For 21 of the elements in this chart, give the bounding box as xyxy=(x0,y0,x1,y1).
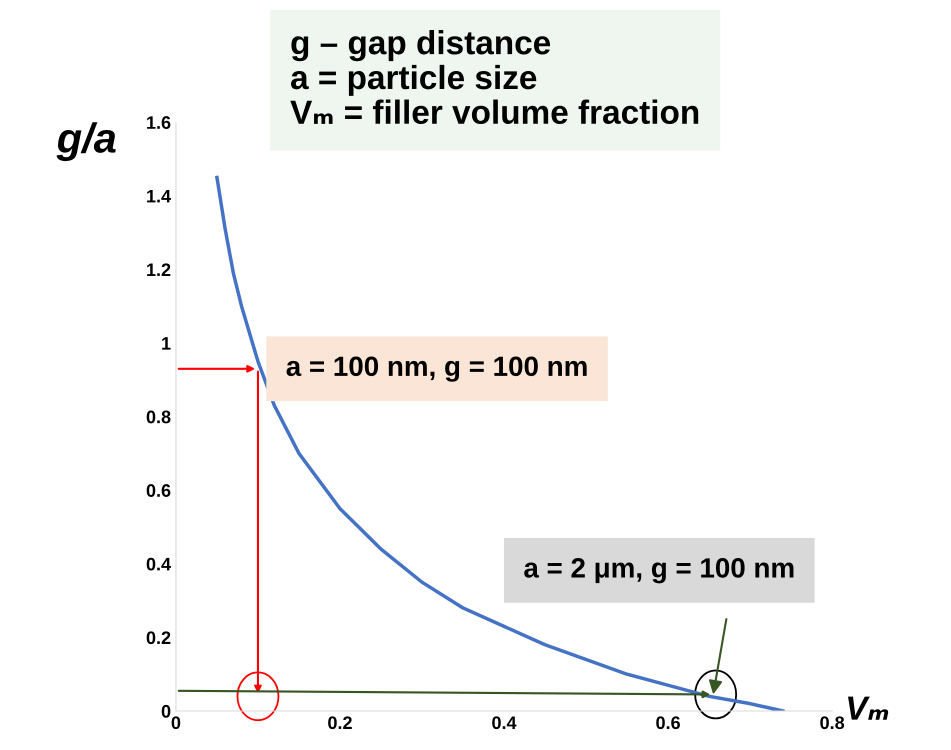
text: g – gap distance xyxy=(291,30,550,62)
annotation: Vₘ = filler volume fraction xyxy=(290,100,698,124)
x-tick-label: 0.2 xyxy=(328,716,352,730)
y-tick-label: 1.6 xyxy=(147,116,170,129)
y-tick-label: 0.4 xyxy=(146,558,171,571)
x-tick-label: 0.6 xyxy=(656,716,680,730)
x-tick-label: 0 xyxy=(172,716,180,730)
y-tick-label: 0.2 xyxy=(146,631,170,644)
y-axis-title: g/a xyxy=(56,122,116,162)
annotation: a = 2 μm, g = 100 nm xyxy=(524,558,794,584)
x-tick-label: 0.8 xyxy=(820,716,844,730)
y-tick-label: 1.4 xyxy=(147,190,171,202)
y-tick-label: 0 xyxy=(162,704,170,718)
annotation: a = 100 nm, g = 100 nm xyxy=(286,356,587,382)
y-tick-label: 1 xyxy=(162,337,171,350)
text: a = particle size xyxy=(291,64,536,96)
y-tick-label: 0.8 xyxy=(146,410,171,424)
y-tick-label: 1.2 xyxy=(147,263,170,276)
y-tick-label: 0.6 xyxy=(146,484,170,497)
x-tick-label: 0.4 xyxy=(492,716,516,730)
x-axis-title: Vₘ xyxy=(848,696,888,720)
